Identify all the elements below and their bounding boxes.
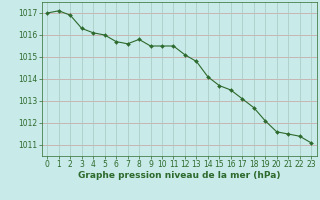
X-axis label: Graphe pression niveau de la mer (hPa): Graphe pression niveau de la mer (hPa)	[78, 171, 280, 180]
